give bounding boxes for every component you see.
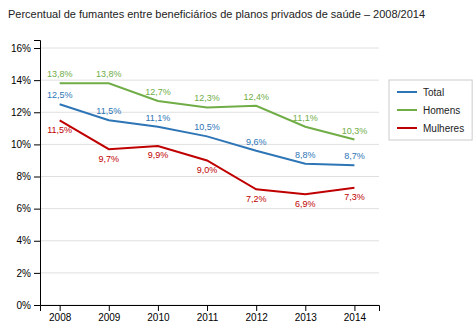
series-line [60, 120, 355, 194]
tick-label: 2011 [197, 312, 219, 323]
tick: 12% [11, 107, 40, 118]
data-label: 11,1% [145, 113, 170, 123]
tick-mark [34, 80, 40, 81]
tick-label: 8% [17, 171, 32, 182]
tick-label: 2% [17, 268, 32, 279]
tick-mark [60, 305, 61, 311]
tick-label: 2009 [98, 312, 121, 323]
tick-label: 16% [11, 43, 31, 54]
data-label: 12,4% [243, 92, 269, 102]
grid-line [40, 48, 379, 49]
data-label: 11,1% [293, 113, 318, 123]
data-label: 8,8% [295, 150, 316, 160]
tick: 2009 [98, 305, 121, 323]
tick-mark [34, 305, 40, 306]
tick-mark [109, 305, 110, 311]
tick-mark [34, 144, 40, 145]
legend-label: Homens [423, 105, 460, 116]
x-axis: 2008 2009 2010 2011 2012 2013 2014 [41, 305, 380, 323]
legend: Total Homens Mulheres [389, 80, 472, 140]
data-label: 11,5% [47, 125, 72, 135]
tick: 2% [17, 268, 40, 279]
series-line [60, 104, 355, 165]
legend-swatch [397, 91, 417, 93]
legend-frame [389, 80, 472, 140]
data-label: 12,3% [194, 93, 220, 103]
tick: 2013 [295, 305, 318, 323]
tick-mark [354, 305, 355, 311]
legend-swatch [397, 109, 417, 111]
data-label: 13,8% [96, 69, 122, 79]
tick-label: 10% [11, 139, 31, 150]
tick-label: 2008 [49, 312, 72, 323]
x-axis-line [41, 306, 380, 312]
grid-line [40, 112, 379, 113]
tick: 0% [17, 300, 40, 311]
tick: 4% [17, 235, 40, 246]
grid-line [40, 240, 379, 241]
tick-mark [34, 177, 40, 178]
tick-label: 2010 [147, 312, 170, 323]
data-label: 10,3% [342, 126, 368, 136]
data-label: 10,5% [194, 122, 220, 132]
tick-mark [158, 305, 159, 311]
tick-label: 12% [11, 107, 31, 118]
grid-line [40, 272, 379, 273]
legend-label: Total [423, 87, 444, 98]
tick: 6% [17, 203, 40, 214]
legend-item: Homens [397, 105, 460, 116]
legend-swatch [397, 127, 417, 129]
data-label: 11,5% [96, 106, 121, 116]
legend-item: Total [397, 87, 444, 98]
tick-mark [305, 305, 306, 311]
legend-item: Mulheres [397, 123, 464, 134]
tick: 2014 [344, 305, 367, 323]
tick-label: 0% [17, 300, 32, 311]
tick-label: 6% [17, 203, 32, 214]
tick: 2012 [246, 305, 269, 323]
data-label: 9,9% [148, 150, 169, 160]
legend-label: Mulheres [423, 123, 464, 134]
tick: 8% [17, 171, 40, 182]
tick-mark [34, 273, 40, 274]
data-label: 6,9% [295, 199, 316, 209]
data-label: 7,2% [246, 194, 267, 204]
chart: Percentual de fumantes entre beneficiári… [0, 0, 474, 333]
data-label: 8,7% [344, 151, 365, 161]
data-label: 9,6% [246, 137, 267, 147]
data-label: 12,7% [145, 87, 171, 97]
tick-mark [34, 241, 40, 242]
data-label: 13,8% [47, 69, 73, 79]
data-label: 9,7% [99, 154, 120, 164]
title: Percentual de fumantes entre beneficiári… [8, 8, 425, 20]
tick-mark [34, 112, 40, 113]
tick-mark [34, 209, 40, 210]
y-axis: 0% 2% 4% 6% 8% 10% 12% 14% 16% [11, 41, 41, 311]
tick: 2011 [197, 305, 219, 323]
data-label: 7,3% [344, 192, 365, 202]
tick-label: 2014 [344, 312, 367, 323]
tick-label: 2012 [246, 312, 269, 323]
tick: 2008 [49, 305, 72, 323]
y-axis-line [34, 41, 41, 306]
grid-line [40, 80, 379, 81]
tick-mark [256, 305, 257, 311]
grid-line [40, 208, 379, 209]
tick: 2010 [147, 305, 170, 323]
tick: 14% [11, 75, 40, 86]
tick-mark [34, 48, 40, 49]
data-label: 12,5% [47, 90, 73, 100]
tick-mark [207, 305, 208, 311]
data-label: 9,0% [197, 165, 218, 175]
grid-line [40, 176, 379, 177]
tick-label: 14% [11, 75, 31, 86]
tick-label: 4% [17, 235, 32, 246]
tick: 16% [11, 43, 40, 54]
tick-label: 2013 [295, 312, 318, 323]
series-line [60, 83, 355, 139]
tick: 10% [11, 139, 40, 150]
grid-line [40, 144, 379, 145]
